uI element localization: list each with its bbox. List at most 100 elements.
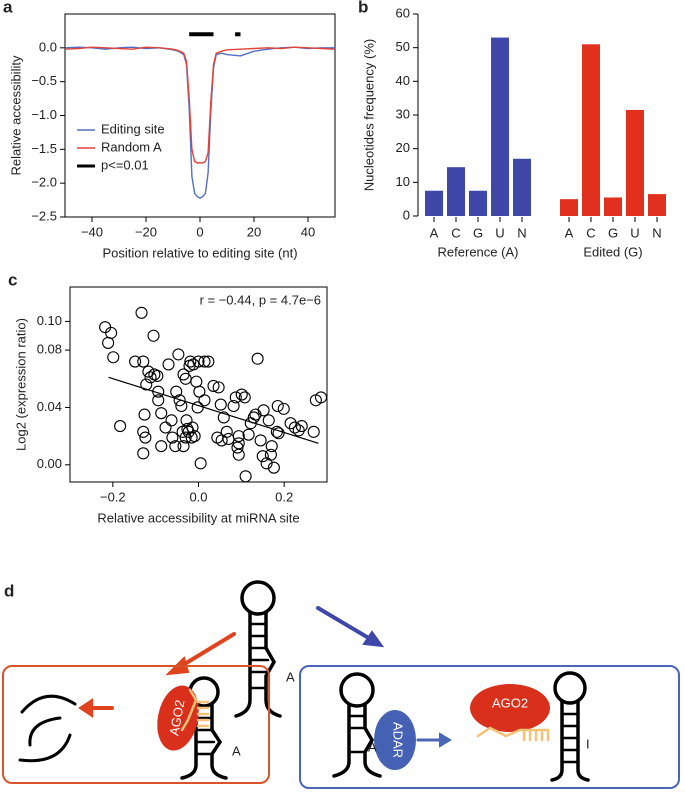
point — [295, 420, 308, 433]
point — [129, 355, 142, 368]
y-tick-label: 40 — [396, 73, 410, 88]
point — [220, 425, 233, 438]
point — [169, 440, 182, 453]
point — [173, 394, 186, 407]
x-tick-label: 40 — [301, 224, 315, 239]
line — [64, 46, 336, 164]
y-tick-label: −1.0 — [31, 107, 57, 122]
y-axis-label: Nucleotides frequency (%) — [361, 39, 376, 191]
point — [155, 440, 168, 453]
hairpin-stem — [332, 703, 382, 778]
x-tick-label: −0.2 — [100, 489, 126, 504]
x-tick-label: G — [473, 225, 483, 240]
y-tick-label: 0.04 — [37, 399, 62, 414]
point — [212, 381, 225, 394]
adar-label: ADAR — [391, 722, 406, 758]
y-tick-label: 10 — [396, 174, 410, 189]
base-label: A — [368, 739, 377, 754]
point — [254, 434, 267, 447]
y-tick-label: 60 — [396, 5, 410, 20]
point — [162, 358, 175, 371]
arrow-head — [439, 732, 452, 748]
point — [256, 450, 269, 463]
panel-label: d — [4, 581, 14, 600]
mirna — [180, 688, 210, 732]
point — [138, 408, 151, 421]
hairpin-loop — [339, 672, 375, 708]
point — [182, 425, 195, 438]
y-tick-label: 30 — [396, 106, 410, 121]
base-pairs — [194, 716, 216, 756]
point — [99, 321, 112, 334]
point — [284, 417, 297, 430]
hairpin-stem — [550, 700, 590, 782]
point — [170, 385, 183, 398]
x-tick-label: U — [495, 225, 504, 240]
mirna — [476, 726, 550, 742]
point — [257, 404, 270, 417]
point — [242, 428, 255, 441]
point — [102, 336, 115, 349]
point — [262, 414, 275, 427]
ago2 — [470, 684, 550, 732]
y-tick-label: 0.10 — [37, 313, 62, 328]
bar — [582, 44, 600, 216]
y-tick-label: 0.08 — [37, 342, 62, 357]
point — [144, 371, 157, 384]
base-pairs — [347, 714, 367, 754]
point — [238, 391, 251, 404]
point — [186, 421, 199, 434]
group-label: Edited (G) — [583, 244, 642, 259]
x-tick-label: 0.2 — [275, 489, 293, 504]
y-tick-label: 0.0 — [39, 39, 57, 54]
point — [159, 421, 172, 434]
y-tick-label: −2.0 — [31, 175, 57, 190]
x-tick-label: A — [565, 225, 574, 240]
hairpin-stem — [234, 610, 282, 718]
x-tick-label: U — [630, 225, 639, 240]
point — [198, 355, 211, 368]
x-tick-label: −40 — [81, 224, 103, 239]
point — [232, 430, 245, 443]
bar — [560, 199, 578, 216]
point — [202, 355, 215, 368]
legend-label: Editing site — [101, 121, 165, 136]
point — [214, 398, 227, 411]
point — [222, 432, 235, 446]
base-pairs — [560, 712, 580, 764]
point — [180, 414, 193, 427]
point — [165, 414, 178, 427]
point — [137, 355, 150, 368]
x-tick-label: N — [517, 225, 526, 240]
arrow — [176, 632, 236, 670]
point — [188, 430, 201, 443]
diagram — [2, 580, 680, 789]
plot-frame — [64, 13, 336, 218]
point — [229, 391, 242, 404]
x-tick-label: C — [586, 225, 595, 240]
bar — [648, 194, 666, 216]
point — [235, 388, 248, 401]
point — [105, 326, 118, 339]
point — [147, 329, 160, 342]
point — [227, 399, 240, 413]
x-tick-label: N — [652, 225, 661, 240]
point — [271, 399, 284, 413]
point — [114, 420, 127, 433]
point — [139, 431, 152, 444]
x-tick-label: −20 — [135, 224, 157, 239]
line — [64, 46, 335, 199]
arrow — [316, 606, 374, 642]
hairpin-loop — [240, 580, 276, 616]
point — [232, 448, 245, 461]
point — [135, 306, 148, 319]
point — [137, 447, 150, 460]
bar — [425, 190, 443, 216]
point — [166, 431, 179, 444]
base-label: A — [286, 669, 295, 684]
point — [193, 385, 206, 398]
x-tick-label: 20 — [247, 224, 261, 239]
point — [194, 457, 207, 470]
point — [177, 440, 190, 453]
